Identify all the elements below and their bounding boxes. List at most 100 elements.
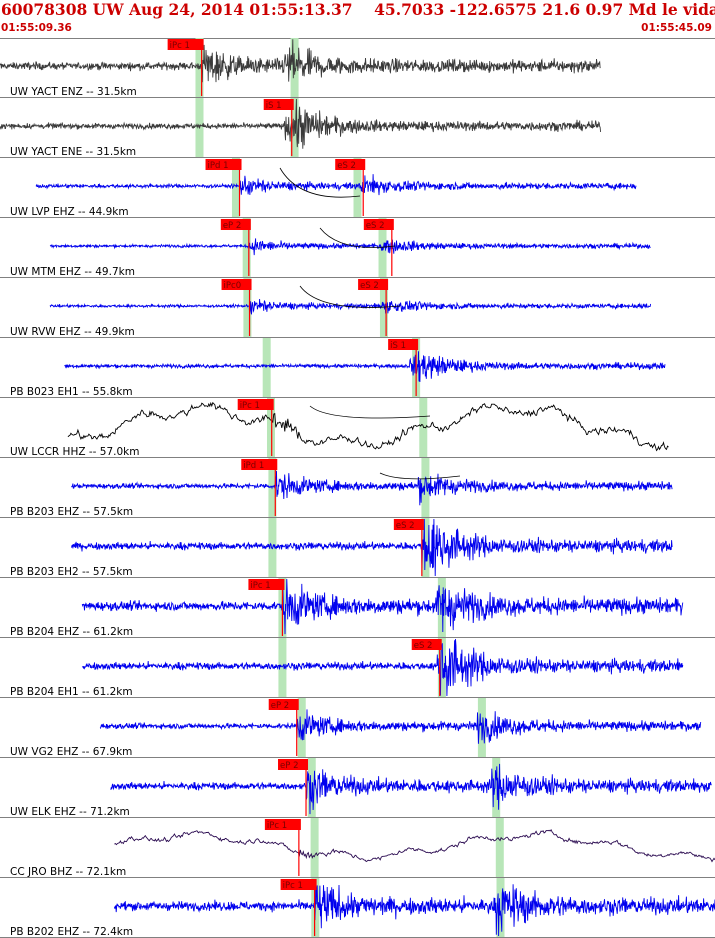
- trace-panel-7[interactable]: iPd 1 PB B203 EHZ -- 57.5km: [0, 458, 715, 518]
- station-label: UW YACT ENE -- 31.5km: [10, 146, 136, 158]
- trace-panel-9[interactable]: iPc 1 PB B204 EHZ -- 61.2km: [0, 578, 715, 638]
- pick-label[interactable]: iPc 1: [170, 41, 190, 51]
- trace-panel-12[interactable]: eP 2 UW ELK EHZ -- 71.2km: [0, 758, 715, 818]
- trace-panel-8[interactable]: eS 2 PB B203 EH2 -- 57.5km: [0, 518, 715, 578]
- theoretical-arrival-band: [496, 878, 505, 938]
- pick-label[interactable]: iS 1: [266, 101, 282, 111]
- pick-label[interactable]: eP 2: [280, 761, 298, 771]
- trace-panel-2[interactable]: iPd 1 eS 2 UW LVP EHZ -- 44.9km: [0, 158, 715, 218]
- pick-flag[interactable]: [411, 639, 442, 650]
- pick-label[interactable]: iPc 1: [267, 821, 287, 831]
- pick-flag[interactable]: [248, 579, 285, 590]
- waveform-trace: [81, 578, 684, 635]
- theoretical-arrival-band: [353, 158, 362, 218]
- waveform-trace: [71, 470, 673, 506]
- station-label: PB B203 EH2 -- 57.5km: [10, 566, 133, 578]
- pick-flag[interactable]: [241, 459, 278, 470]
- pick-label[interactable]: eS 2: [337, 161, 356, 171]
- travel-time-curve: [379, 472, 461, 480]
- pick-flag[interactable]: [278, 759, 309, 770]
- theoretical-arrival-band: [437, 578, 446, 638]
- pick-flag[interactable]: [221, 279, 252, 290]
- pick-flag[interactable]: [363, 219, 394, 230]
- waveform-trace: [0, 98, 602, 149]
- station-label: UW ELK EHZ -- 71.2km: [10, 806, 130, 818]
- pick-flag[interactable]: [393, 519, 424, 530]
- pick-flag[interactable]: [263, 99, 294, 110]
- station-label: UW YACT ENZ -- 31.5km: [10, 86, 137, 98]
- trace-panel-10[interactable]: eS 2 PB B204 EH1 -- 61.2km: [0, 638, 715, 698]
- pick-label[interactable]: eP 2: [271, 701, 289, 711]
- station-label: PB B204 EHZ -- 61.2km: [10, 626, 133, 638]
- theoretical-arrival-band: [495, 818, 504, 878]
- travel-time-curve: [309, 405, 431, 419]
- travel-time-curve: [279, 167, 361, 198]
- pick-flag[interactable]: [205, 159, 242, 170]
- theoretical-arrival-band: [278, 638, 287, 698]
- station-label: UW LCCR HHZ -- 57.0km: [10, 446, 139, 458]
- trace-panel-11[interactable]: eP 2 UW VG2 EHZ -- 67.9km: [0, 698, 715, 758]
- trace-panel-14[interactable]: iPc 1 PB B202 EHZ -- 72.4km: [0, 878, 715, 938]
- pick-flag[interactable]: [264, 819, 301, 830]
- station-label: CC JRO BHZ -- 72.1km: [10, 866, 126, 878]
- pick-flag[interactable]: [268, 699, 299, 710]
- travel-time-curve: [299, 285, 401, 308]
- waveform-trace: [67, 401, 669, 452]
- pick-label[interactable]: iS 1: [390, 341, 406, 351]
- waveform-trace: [0, 39, 601, 83]
- theoretical-arrival-band: [242, 218, 251, 278]
- waveform-trace: [71, 518, 673, 577]
- theoretical-arrival-band: [492, 758, 501, 818]
- pick-label[interactable]: eS 2: [360, 281, 379, 291]
- station-label: PB B203 EHZ -- 57.5km: [10, 506, 133, 518]
- waveform-trace: [64, 351, 666, 383]
- theoretical-arrival-band: [310, 818, 319, 878]
- station-label: UW VG2 EHZ -- 67.9km: [10, 746, 132, 758]
- pick-label[interactable]: eS 2: [396, 521, 415, 531]
- waveform-trace: [35, 174, 637, 196]
- pick-label[interactable]: iPd 1: [208, 161, 229, 171]
- station-label: PB B202 EHZ -- 72.4km: [10, 926, 133, 938]
- trace-panel-5[interactable]: iS 1 PB B023 EH1 -- 55.8km: [0, 338, 715, 398]
- time-end-label: 01:55:45.09: [641, 22, 712, 34]
- pick-label[interactable]: eS 2: [366, 221, 385, 231]
- pick-label[interactable]: iPc0: [224, 281, 242, 291]
- trace-panel-1[interactable]: iS 1 UW YACT ENE -- 31.5km: [0, 98, 715, 158]
- station-label: PB B023 EH1 -- 55.8km: [10, 386, 133, 398]
- theoretical-arrival-band: [231, 158, 240, 218]
- pick-label[interactable]: iPc 1: [240, 401, 260, 411]
- waveform-trace: [113, 878, 715, 937]
- waveform-trace: [81, 638, 684, 697]
- pick-flag[interactable]: [335, 159, 366, 170]
- pick-flag[interactable]: [220, 219, 251, 230]
- station-label: UW RVW EHZ -- 49.9km: [10, 326, 135, 338]
- theoretical-arrival-band: [266, 398, 275, 458]
- pick-label[interactable]: iPc 1: [250, 581, 270, 591]
- pick-flag[interactable]: [388, 339, 419, 350]
- trace-panel-3[interactable]: eP 2 eS 2 UW MTM EHZ -- 49.7km: [0, 218, 715, 278]
- pick-flag[interactable]: [280, 879, 317, 890]
- trace-panel-0[interactable]: iPc 1 UW YACT ENZ -- 31.5km: [0, 38, 715, 98]
- pick-label[interactable]: iPc 1: [283, 881, 303, 891]
- pick-label[interactable]: eS 2: [414, 641, 433, 651]
- waveform-trace: [49, 238, 651, 256]
- theoretical-arrival-band: [419, 398, 428, 458]
- trace-panel-13[interactable]: iPc 1 CC JRO BHZ -- 72.1km: [0, 818, 715, 878]
- waveform-trace: [114, 828, 715, 863]
- pick-label[interactable]: eP 2: [223, 221, 241, 231]
- pick-flag[interactable]: [358, 279, 389, 290]
- time-start-label: 01:55:09.36: [1, 22, 72, 34]
- theoretical-arrival-band: [243, 278, 252, 338]
- pick-flag[interactable]: [167, 39, 204, 50]
- trace-panel-4[interactable]: iPc0 eS 2 UW RVW EHZ -- 49.9km: [0, 278, 715, 338]
- event-header: 60078308 UW Aug 24, 2014 01:55:13.37 45.…: [0, 0, 715, 39]
- trace-panel[interactable]: iPc 1 UW YACT ENZ -- 31.5km iS 1 UW YACT EN…: [0, 38, 715, 938]
- pick-label[interactable]: iPd 1: [243, 461, 264, 471]
- station-label: UW MTM EHZ -- 49.7km: [10, 266, 135, 278]
- theoretical-arrival-band: [262, 338, 271, 398]
- pick-flag[interactable]: [237, 399, 274, 410]
- waveform-trace: [99, 709, 702, 744]
- trace-panel-6[interactable]: iPc 1 UW LCCR HHZ -- 57.0km: [0, 398, 715, 458]
- theoretical-arrival-band: [421, 458, 430, 518]
